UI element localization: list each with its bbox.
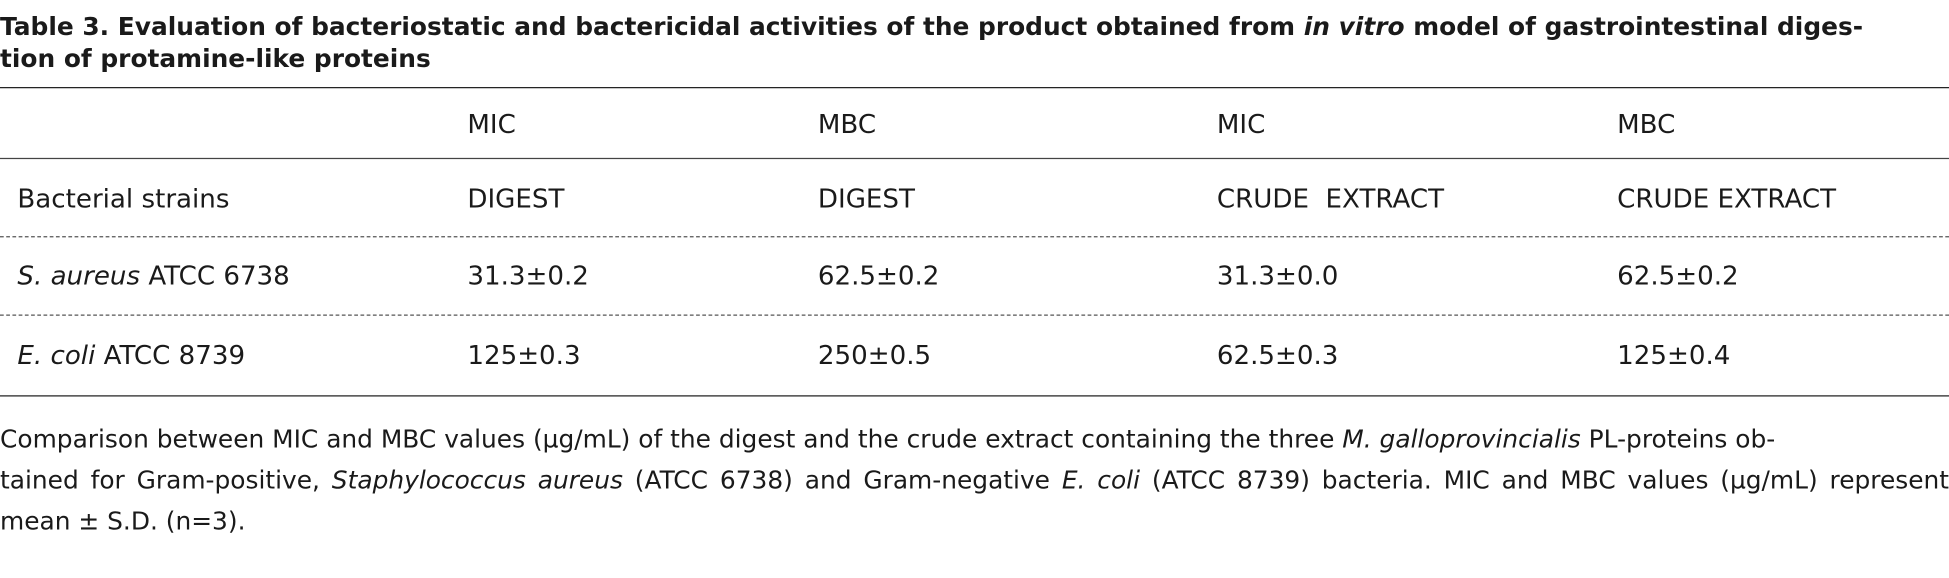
value-cell: 62.5±0.3 — [1216, 340, 1339, 371]
header-cell: CRUDE EXTRACT — [1617, 183, 1837, 214]
bottom-rule — [0, 395, 1949, 397]
strain-cell: S. aureus ATCC 6738 — [17, 260, 289, 292]
top-rule — [0, 87, 1949, 89]
row-rule — [0, 236, 1949, 238]
table-caption: Comparison between MIC and MBC values (µ… — [0, 419, 1949, 542]
strain-species: S. aureus — [17, 261, 141, 291]
value-cell: 250±0.5 — [817, 340, 932, 371]
caption-italic: M. galloprovincialis — [1342, 423, 1581, 454]
caption-italic: E. coli — [1061, 464, 1141, 495]
strain-code: ATCC 8739 — [95, 340, 246, 371]
value-cell: 62.5±0.2 — [817, 261, 940, 291]
title-text: tion of protamine-like proteins — [0, 43, 431, 74]
table-title: Table 3. Evaluation of bacteriostatic an… — [0, 10, 1949, 75]
strain-species: E. coli — [17, 340, 96, 371]
strain-code: ATCC 6738 — [140, 261, 290, 291]
caption-text: tained for Gram-positive, — [0, 464, 332, 495]
header-cell: MBC — [1617, 109, 1676, 140]
row-rule — [0, 314, 1949, 316]
value-cell: 125±0.3 — [467, 340, 581, 371]
caption-text: Comparison between MIC and MBC values (µ… — [0, 423, 1343, 454]
value-cell: 125±0.4 — [1617, 340, 1731, 371]
value-cell: 31.3±0.0 — [1216, 261, 1339, 291]
strain-cell: E. coli ATCC 8739 — [17, 339, 245, 371]
header-cell: DIGEST — [467, 183, 565, 214]
header-cell: CRUDE EXTRACT — [1216, 183, 1445, 214]
caption-text: (ATCC 6738) and Gram-negative — [622, 464, 1062, 495]
header-cell: DIGEST — [817, 183, 915, 214]
value-cell: 31.3±0.2 — [467, 261, 589, 291]
header-cell: MIC — [467, 109, 516, 140]
header-cell: MIC — [1216, 109, 1266, 140]
caption-text: (ATCC 8739) bacteria. MIC and MBC values… — [0, 464, 1949, 536]
header-cell: MBC — [817, 109, 877, 140]
header-rule — [0, 157, 1949, 160]
title-text: model of gastrointestinal diges- — [1404, 11, 1864, 42]
title-italic: in vitro — [1303, 11, 1405, 42]
value-cell: 62.5±0.2 — [1617, 261, 1739, 291]
caption-italic: Staphylococcus aureus — [331, 464, 623, 495]
header-cell: Bacterial strains — [17, 183, 230, 214]
caption-text: PL-proteins ob- — [1580, 423, 1776, 454]
title-text: Table 3. Evaluation of bacteriostatic an… — [0, 11, 1304, 42]
